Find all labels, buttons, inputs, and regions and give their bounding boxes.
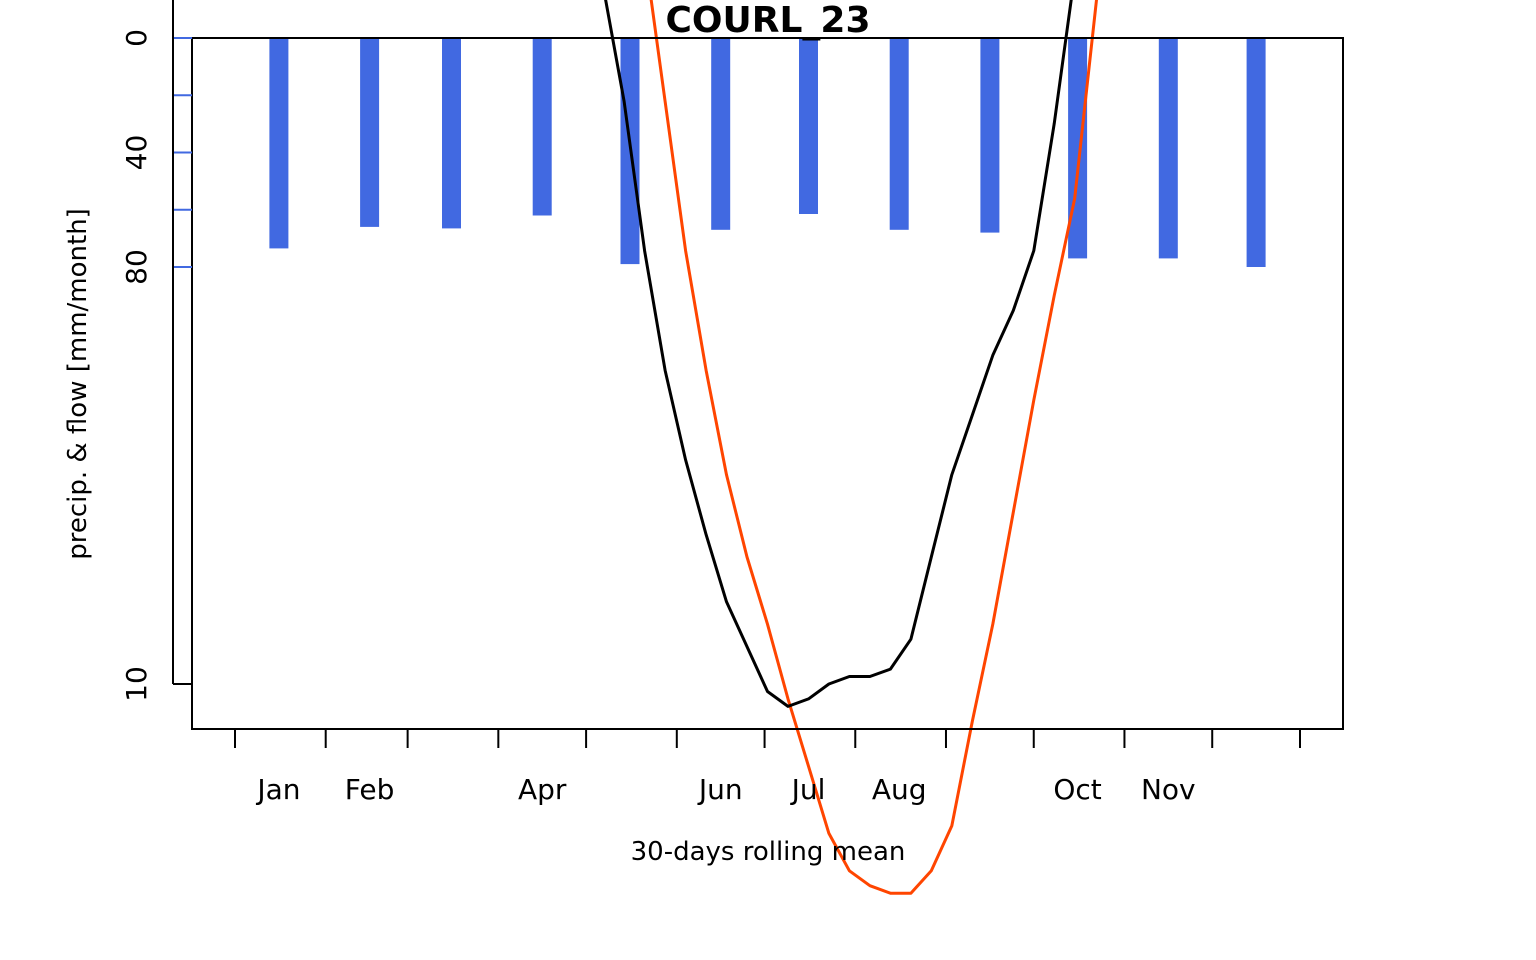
- flow-tick-label: 10: [120, 666, 153, 702]
- precip-bar: [1246, 38, 1266, 267]
- precip-tick-label: 40: [120, 135, 153, 171]
- precip-tick-label: 80: [120, 249, 153, 285]
- precip-bar: [532, 38, 552, 216]
- precip-bar: [799, 38, 818, 214]
- precip-bar: [889, 38, 909, 230]
- precip-tick-label: 0: [120, 29, 153, 47]
- x-axis-label: 30-days rolling mean: [631, 837, 906, 867]
- month-label: Jul: [790, 773, 826, 806]
- flow-axis: 1020304050: [120, 0, 192, 702]
- month-label: Oct: [1053, 773, 1101, 806]
- y-axis-label: precip. & flow [mm/month]: [63, 208, 93, 560]
- precip-bar: [360, 38, 380, 227]
- precip-bar: [442, 38, 461, 229]
- month-label: Jun: [697, 773, 743, 806]
- precip-bars: [269, 38, 1266, 267]
- precip-bar: [1068, 38, 1088, 259]
- precip-bar: [980, 38, 1000, 233]
- month-axis: Jan Feb Apr Jun Jul Aug Oct Nov: [234, 729, 1301, 806]
- month-label: Apr: [518, 773, 567, 806]
- month-label: Nov: [1141, 773, 1196, 806]
- month-label: Aug: [872, 773, 927, 806]
- precip-bar: [711, 38, 731, 230]
- month-label: Feb: [345, 773, 395, 806]
- flow-line-2: [604, 0, 1073, 708]
- flow-line-1: [649, 0, 1098, 895]
- chart-title: COURL_23: [665, 0, 870, 41]
- precip-bar: [269, 38, 289, 249]
- precip-bar: [1158, 38, 1178, 259]
- flow-lines: [604, 0, 1098, 895]
- plot-frame: [191, 37, 1344, 730]
- month-label: Jan: [255, 773, 300, 806]
